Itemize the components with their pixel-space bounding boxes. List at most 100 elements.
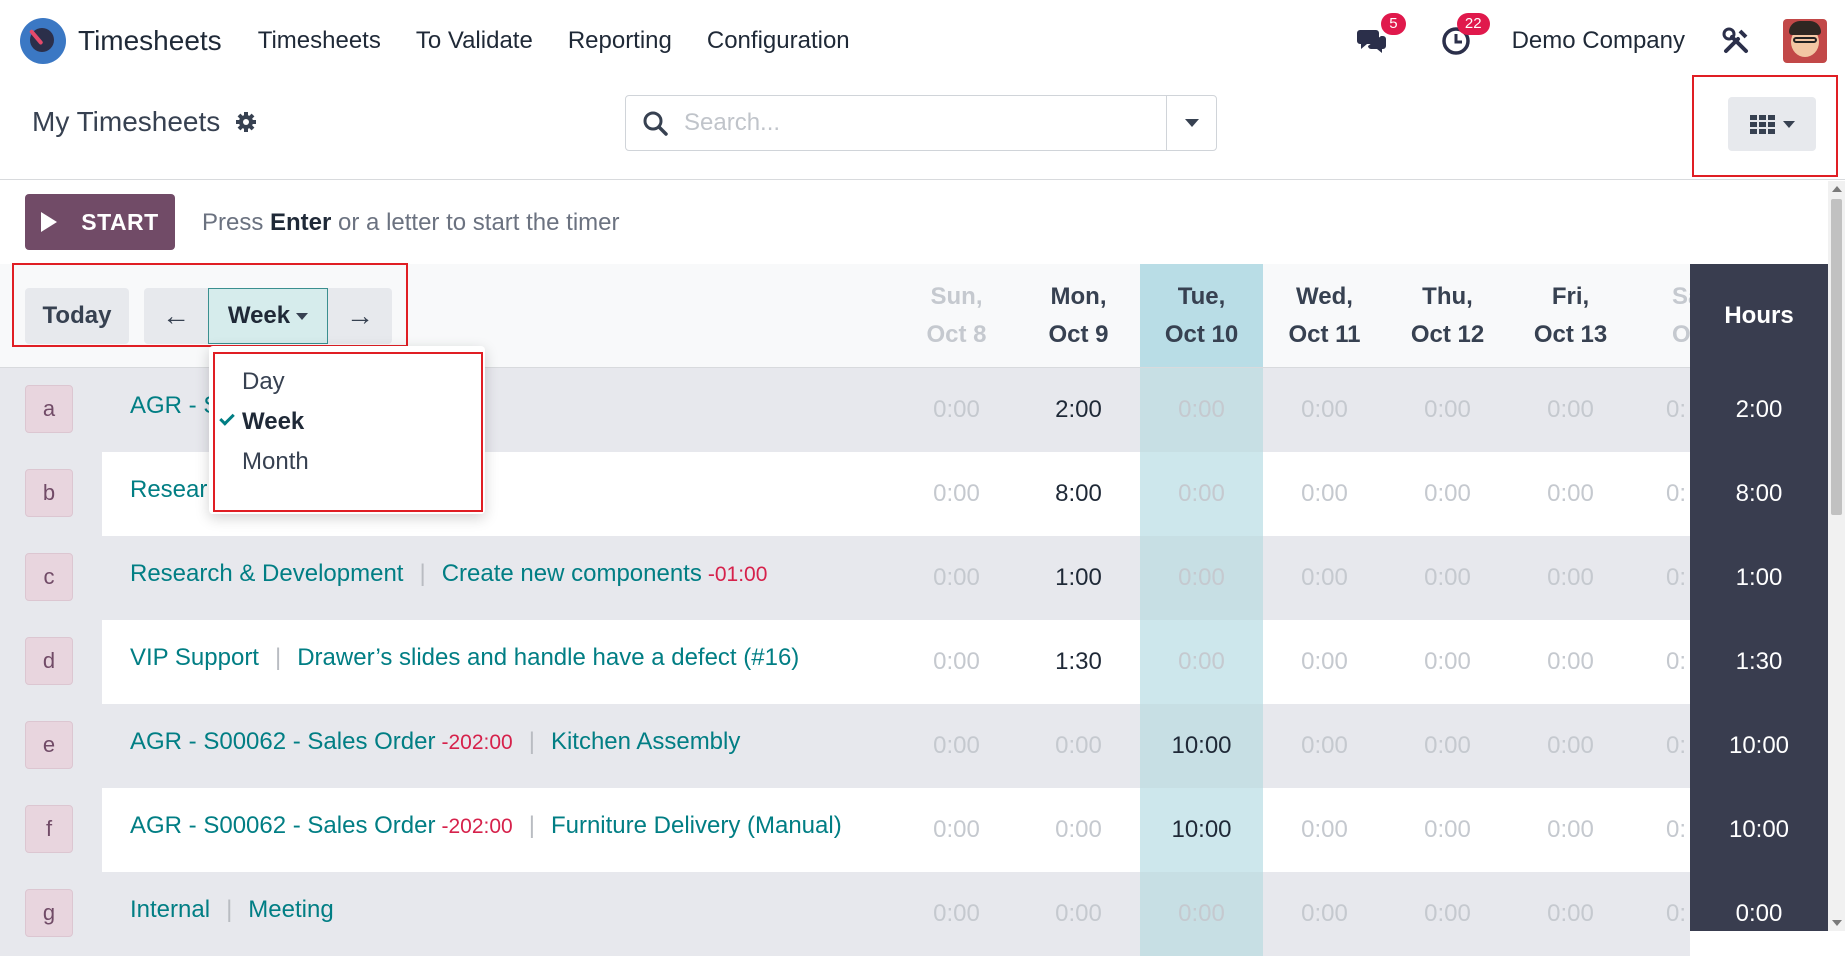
task-link[interactable]: Drawer’s slides and handle have a defect… (297, 644, 800, 671)
scroll-up-arrow-icon[interactable] (1832, 186, 1842, 192)
time-cell[interactable]: 0:00 (1547, 816, 1594, 843)
time-cell-partial[interactable]: 0: (1666, 396, 1687, 423)
range-option-day[interactable]: Day (242, 368, 285, 396)
gear-icon[interactable] (234, 110, 258, 134)
time-cell[interactable]: 0:00 (1547, 648, 1594, 675)
row-shortcut-key[interactable]: d (25, 637, 73, 685)
row-shortcut-key[interactable]: e (25, 721, 73, 769)
time-cell[interactable]: 0:00 (1140, 368, 1263, 452)
project-link[interactable]: Internal (130, 896, 211, 923)
time-cell[interactable]: 0:00 (1424, 648, 1471, 675)
project-link[interactable]: AGR - S00062 - Sales Order (130, 728, 436, 755)
label-separator: | (274, 644, 282, 671)
start-timer-button[interactable]: START (25, 194, 175, 250)
time-cell[interactable]: 0:00 (1301, 816, 1348, 843)
time-cell[interactable]: 0:00 (933, 396, 980, 423)
timer-hint-suffix: or a letter to start the timer (331, 209, 620, 236)
menu-reporting[interactable]: Reporting (567, 27, 672, 54)
time-cell[interactable]: 0:00 (1424, 564, 1471, 591)
page-scrollbar[interactable] (1828, 181, 1845, 931)
row-shortcut-key[interactable]: a (25, 385, 73, 433)
time-cell[interactable]: 8:00 (1055, 480, 1102, 507)
row-shortcut-key[interactable]: g (25, 889, 73, 937)
time-cell[interactable]: 0:00 (1424, 396, 1471, 423)
time-cell[interactable]: 0:00 (1140, 536, 1263, 620)
day-header-sat-line2: Oc (1672, 320, 1690, 348)
time-cell[interactable]: 0:00 (1140, 452, 1263, 536)
time-cell[interactable]: 0:00 (1140, 872, 1263, 956)
time-cell[interactable]: 0:00 (1301, 900, 1348, 927)
time-cell[interactable]: 0:00 (1301, 732, 1348, 759)
time-cell[interactable]: 0:00 (1301, 564, 1348, 591)
row-shortcut-key[interactable]: f (25, 805, 73, 853)
app-brand[interactable]: Timesheets (20, 18, 222, 64)
search-bar (625, 95, 1217, 151)
messages-button[interactable]: 5 (1352, 13, 1406, 61)
time-cell[interactable]: 0:00 (1424, 732, 1471, 759)
menu-timesheets[interactable]: Timesheets (257, 27, 381, 54)
time-cell[interactable]: 0:00 (933, 732, 980, 759)
search-input[interactable] (684, 109, 1154, 137)
menu-to-validate[interactable]: To Validate (415, 27, 533, 54)
time-cell[interactable]: 0:00 (1547, 900, 1594, 927)
menu-configuration[interactable]: Configuration (706, 27, 850, 54)
project-link[interactable]: VIP Support (130, 644, 259, 671)
time-cell[interactable]: 0:00 (1424, 900, 1471, 927)
time-cell[interactable]: 0:00 (1547, 564, 1594, 591)
time-cell[interactable]: 0:00 (1055, 816, 1102, 843)
previous-arrow-icon[interactable]: ← (162, 300, 190, 331)
project-link[interactable]: AGR - S (130, 392, 220, 419)
time-cell[interactable]: 10:00 (1140, 704, 1263, 788)
time-cell[interactable]: 0:00 (933, 648, 980, 675)
company-switcher[interactable]: Demo Company (1511, 27, 1685, 54)
time-cell[interactable]: 0:00 (1547, 480, 1594, 507)
task-link[interactable]: Kitchen Assembly (550, 728, 741, 755)
time-cell[interactable]: 0:00 (1424, 480, 1471, 507)
time-cell[interactable]: 0:00 (933, 900, 980, 927)
row-background (102, 536, 1690, 620)
time-cell[interactable]: 0:00 (1547, 396, 1594, 423)
time-cell-partial[interactable]: 0: (1666, 564, 1687, 591)
time-cell[interactable]: 0:00 (1547, 732, 1594, 759)
project-link[interactable]: AGR - S00062 - Sales Order (130, 812, 436, 839)
time-cell[interactable]: 0:00 (933, 564, 980, 591)
scrollbar-thumb[interactable] (1831, 199, 1842, 515)
row-shortcut-key[interactable]: b (25, 469, 73, 517)
time-cell[interactable]: 2:00 (1055, 396, 1102, 423)
time-cell[interactable]: 0:00 (1055, 732, 1102, 759)
row-shortcut-key[interactable]: c (25, 553, 73, 601)
range-option-month[interactable]: Month (242, 448, 309, 476)
activities-button[interactable]: 22 (1436, 13, 1490, 61)
task-link[interactable]: Create new components (441, 560, 702, 587)
time-cell-partial[interactable]: 0: (1666, 480, 1687, 507)
search-options-toggle[interactable] (1166, 96, 1216, 150)
range-dropdown-button[interactable]: Week (208, 288, 328, 344)
next-arrow-icon[interactable]: → (346, 300, 374, 331)
time-cell[interactable]: 0:00 (933, 480, 980, 507)
time-cell[interactable]: 0:00 (1424, 816, 1471, 843)
time-cell[interactable]: 1:30 (1055, 648, 1102, 675)
time-cell[interactable]: 1:00 (1055, 564, 1102, 591)
time-cell[interactable]: 0:00 (933, 816, 980, 843)
scroll-down-arrow-icon[interactable] (1832, 920, 1842, 926)
time-cell-partial[interactable]: 0: (1666, 900, 1687, 927)
project-link[interactable]: Research & Development (130, 560, 404, 587)
time-cell-partial[interactable]: 0: (1666, 732, 1687, 759)
user-avatar[interactable] (1783, 19, 1827, 63)
time-cell-partial[interactable]: 0: (1666, 648, 1687, 675)
task-link[interactable]: Furniture Delivery (Manual) (550, 812, 842, 839)
project-link[interactable]: Resear (130, 476, 208, 503)
time-cell[interactable]: 0:00 (1140, 620, 1263, 704)
time-cell[interactable]: 0:00 (1301, 396, 1348, 423)
time-cell[interactable]: 0:00 (1055, 900, 1102, 927)
activities-count-badge: 22 (1456, 13, 1490, 35)
debug-tools-button[interactable] (1719, 24, 1753, 58)
time-cell[interactable]: 0:00 (1301, 480, 1348, 507)
time-cell-partial[interactable]: 0: (1666, 816, 1687, 843)
today-button[interactable]: Today (25, 288, 129, 344)
view-switcher-button[interactable] (1728, 97, 1816, 151)
time-cell[interactable]: 10:00 (1140, 788, 1263, 872)
time-cell[interactable]: 0:00 (1301, 648, 1348, 675)
range-option-week[interactable]: Week (219, 408, 304, 436)
task-link[interactable]: Meeting (248, 896, 334, 923)
